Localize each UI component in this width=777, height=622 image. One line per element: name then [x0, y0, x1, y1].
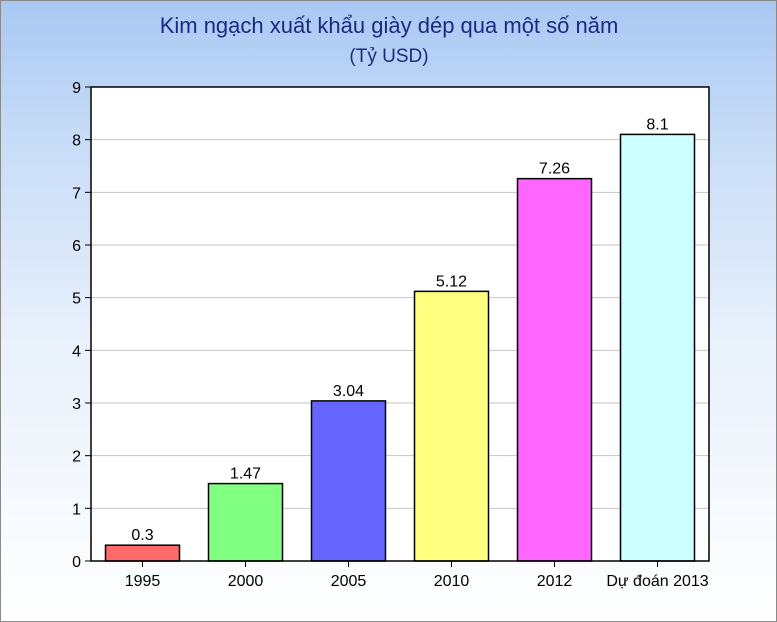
data-label: 8.1	[646, 116, 668, 133]
bar	[413, 290, 490, 562]
bar	[207, 482, 284, 562]
bar	[516, 177, 593, 562]
plot-area	[91, 87, 709, 561]
y-tick-label: 3	[72, 396, 81, 413]
y-axis: 0 1 2 3 4 5 6 7 8 9	[72, 80, 91, 571]
x-tick-label: Dự đoán 2013	[606, 573, 708, 590]
plot-border	[90, 86, 710, 562]
chart-subtitle: (Tỷ USD)	[349, 46, 428, 67]
data-label: 5.12	[436, 273, 467, 290]
x-tick-label: 2000	[228, 573, 264, 590]
data-label: 7.26	[539, 161, 570, 178]
data-label: 0.3	[131, 527, 153, 544]
bar	[619, 133, 696, 562]
y-tick-label: 2	[72, 449, 81, 466]
x-tick-label: 1995	[125, 573, 161, 590]
y-tick-label: 4	[72, 343, 81, 360]
x-axis: 1995 2000 2005 2010 2012 Dự đoán 2013	[125, 561, 709, 590]
x-tick-label: 2010	[434, 573, 470, 590]
y-tick-label: 5	[72, 291, 81, 308]
x-tick-label: 2012	[537, 573, 573, 590]
y-tick-label: 8	[72, 133, 81, 150]
grid-lines	[91, 139, 709, 509]
y-tick-label: 0	[72, 554, 81, 571]
y-tick-label: 7	[72, 185, 81, 202]
y-tick-label: 1	[72, 501, 81, 518]
data-label: 1.47	[230, 466, 261, 483]
y-tick-label: 6	[72, 238, 81, 255]
x-tick-label: 2005	[331, 573, 367, 590]
y-tick-label: 9	[72, 80, 81, 97]
chart-title: Kim ngạch xuất khẩu giày dép qua một số …	[160, 13, 619, 38]
bar	[104, 544, 181, 562]
bar	[310, 400, 387, 562]
data-label: 3.04	[333, 383, 364, 400]
